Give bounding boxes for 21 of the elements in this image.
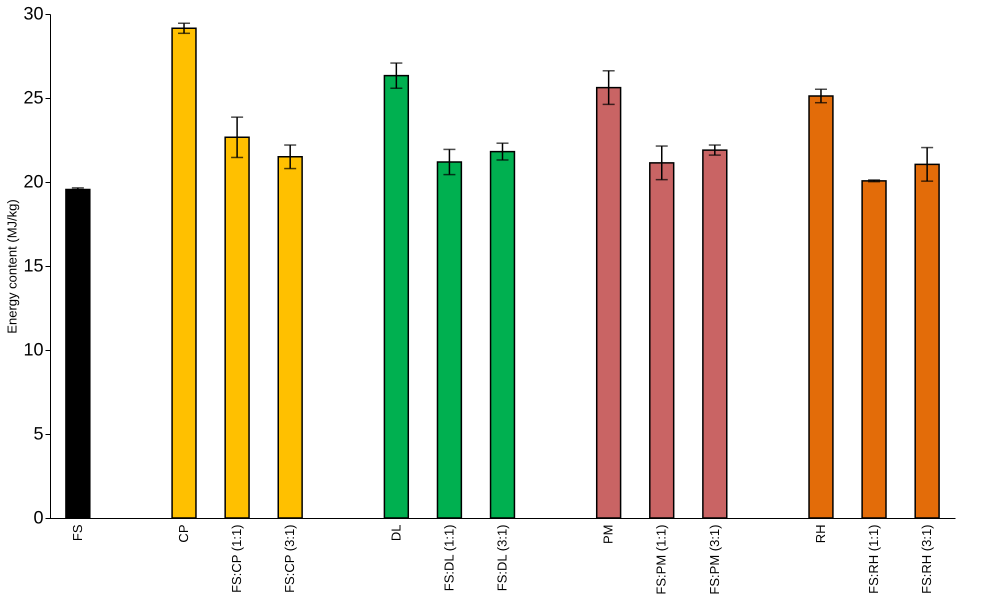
y-tick-label: 5 <box>33 424 44 444</box>
y-tick-label: 10 <box>23 340 44 360</box>
x-tick-label: FS:RH (1:1) <box>866 524 882 594</box>
y-tick-label: 20 <box>23 172 44 192</box>
x-tick-label: FS:PM (3:1) <box>706 524 722 595</box>
y-tick-label: 25 <box>23 88 44 108</box>
y-tick-label: 0 <box>33 508 44 528</box>
y-tick-label: 15 <box>23 256 44 276</box>
x-tick-label: FS:RH (3:1) <box>919 524 934 594</box>
y-tick-label: 30 <box>23 4 44 24</box>
x-tick-label: FS:DL (1:1) <box>441 524 456 592</box>
x-tick-label: CP <box>176 524 192 543</box>
x-tick-label: RH <box>812 524 828 544</box>
x-tick-label: DL <box>388 524 404 542</box>
x-tick-label: FS <box>70 524 85 542</box>
x-tick-label: PM <box>600 524 616 544</box>
x-tick-label: FS:DL (3:1) <box>494 524 510 592</box>
x-tick-label: FS:PM (1:1) <box>654 524 669 595</box>
x-tick-label: FS:CP (3:1) <box>282 524 298 593</box>
y-axis-title: Energy content (MJ/kg) <box>4 199 20 334</box>
x-tick-label: FS:CP (1:1) <box>229 524 244 593</box>
